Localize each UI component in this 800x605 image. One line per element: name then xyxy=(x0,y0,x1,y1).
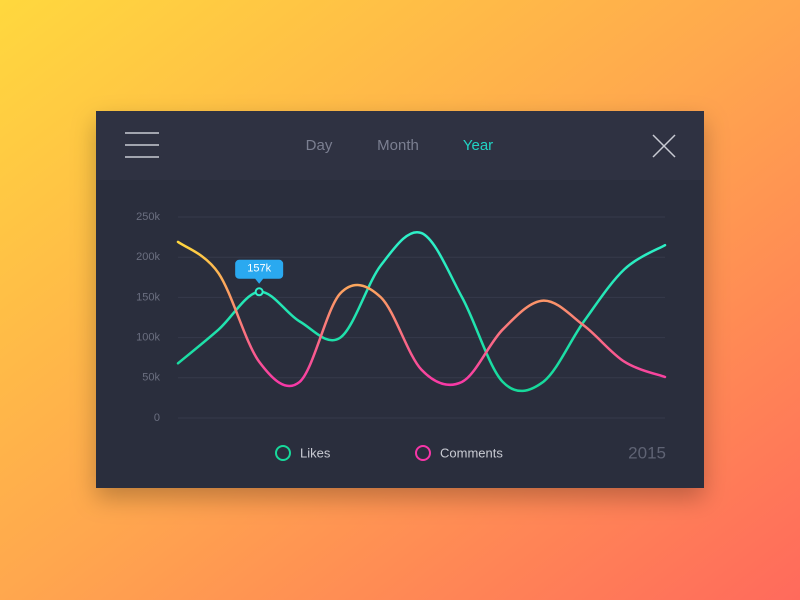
tab[interactable]: Year xyxy=(463,137,493,154)
header-bar xyxy=(96,111,704,180)
point-marker xyxy=(254,287,264,297)
legend-label: Likes xyxy=(300,445,331,460)
tooltip-label: 157k xyxy=(247,263,271,275)
period-label: 2015 xyxy=(628,443,666,462)
menu-icon[interactable] xyxy=(125,132,159,158)
line-series xyxy=(176,240,667,388)
y-tick-label: 250k xyxy=(136,211,160,223)
y-tick-label: 50k xyxy=(142,372,160,384)
tab[interactable]: Month xyxy=(377,137,419,154)
close-icon[interactable] xyxy=(652,134,676,158)
legend-marker xyxy=(415,445,431,461)
y-tick-label: 200k xyxy=(136,251,160,263)
y-tick-label: 150k xyxy=(136,291,160,303)
legend-marker xyxy=(275,445,291,461)
tab[interactable]: Day xyxy=(306,137,333,154)
y-tick-label: 0 xyxy=(154,412,160,424)
y-tick-label: 100k xyxy=(136,332,160,344)
tooltip xyxy=(235,259,284,284)
legend-label: Comments xyxy=(440,445,503,460)
